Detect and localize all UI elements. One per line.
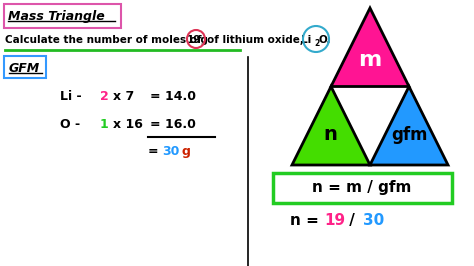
Text: = 14.0: = 14.0 [150,90,196,103]
Polygon shape [292,86,370,165]
FancyBboxPatch shape [273,173,452,203]
FancyBboxPatch shape [4,56,46,78]
Text: Li -: Li - [60,90,82,103]
Text: GFM: GFM [9,62,40,75]
Text: O -: O - [60,118,80,131]
Text: 30: 30 [162,145,179,158]
Text: /: / [344,213,360,228]
Text: n =: n = [290,213,324,228]
Text: g: g [182,145,191,158]
Polygon shape [331,8,409,86]
Text: Mass Triangle: Mass Triangle [8,10,105,23]
Text: O.: O. [319,35,331,45]
Text: n = m / gfm: n = m / gfm [312,180,412,195]
FancyBboxPatch shape [4,4,121,28]
Text: n: n [323,126,337,144]
Text: 19: 19 [324,213,345,228]
Text: =: = [148,145,159,158]
Text: = 16.0: = 16.0 [150,118,196,131]
Text: Calculate the number of moles of: Calculate the number of moles of [5,35,201,45]
Text: of lithium oxide,: of lithium oxide, [207,35,304,45]
Text: 1: 1 [100,118,109,131]
Text: 30: 30 [363,213,384,228]
Text: x 16: x 16 [113,118,143,131]
Text: Li: Li [301,35,311,45]
Text: m: m [358,50,382,70]
Text: 2: 2 [100,90,109,103]
Text: x 7: x 7 [113,90,134,103]
Text: 2: 2 [314,39,319,48]
Text: 19g: 19g [187,35,209,45]
Polygon shape [370,86,448,165]
Text: gfm: gfm [392,126,428,144]
